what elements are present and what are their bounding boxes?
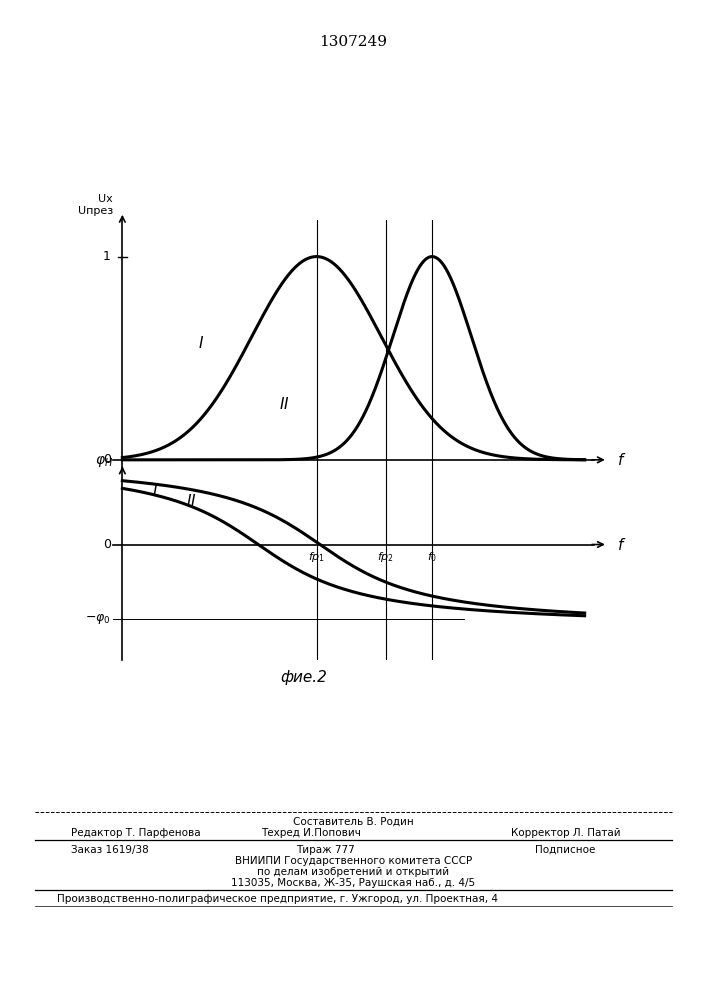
Text: Ux
Uпрез: Ux Uпрез xyxy=(78,194,113,216)
Text: Составитель В. Родин: Составитель В. Родин xyxy=(293,817,414,827)
Text: Производственно-полиграфическое предприятие, г. Ужгород, ул. Проектная, 4: Производственно-полиграфическое предприя… xyxy=(57,894,498,904)
Text: $fp_2$: $fp_2$ xyxy=(378,476,395,490)
Text: $II$: $II$ xyxy=(279,396,289,412)
Text: $fp_1$: $fp_1$ xyxy=(308,550,325,564)
Text: $f_0$: $f_0$ xyxy=(427,476,437,490)
Text: $-\varphi_0$: $-\varphi_0$ xyxy=(85,612,111,626)
Text: Корректор Л. Патай: Корректор Л. Патай xyxy=(510,828,621,838)
Text: $fp_2$: $fp_2$ xyxy=(378,550,395,564)
Text: 113035, Москва, Ж-35, Раушская наб., д. 4/5: 113035, Москва, Ж-35, Раушская наб., д. … xyxy=(231,878,476,888)
Text: Редактор Т. Парфенова: Редактор Т. Парфенова xyxy=(71,828,200,838)
Text: $II$: $II$ xyxy=(187,493,197,509)
Text: Заказ 1619/38: Заказ 1619/38 xyxy=(71,845,148,855)
Text: 0: 0 xyxy=(103,453,111,466)
Text: $\varphi_H$: $\varphi_H$ xyxy=(95,454,113,469)
Text: 0: 0 xyxy=(103,538,111,551)
Text: $I$: $I$ xyxy=(198,335,204,351)
Text: $I$: $I$ xyxy=(152,483,158,499)
Text: Техред И.Попович: Техред И.Попович xyxy=(261,828,361,838)
Text: $f_0$: $f_0$ xyxy=(427,550,437,564)
Text: Подписное: Подписное xyxy=(535,845,596,855)
Text: $fp_1$: $fp_1$ xyxy=(308,476,325,490)
Text: Тираж 777: Тираж 777 xyxy=(296,845,355,855)
Text: фие.2: фие.2 xyxy=(281,670,327,685)
Text: 1307249: 1307249 xyxy=(320,35,387,49)
Text: ВНИИПИ Государственного комитета СССР: ВНИИПИ Государственного комитета СССР xyxy=(235,856,472,866)
Text: $f$: $f$ xyxy=(617,452,626,468)
Text: 1: 1 xyxy=(103,250,111,263)
Text: по делам изобретений и открытий: по делам изобретений и открытий xyxy=(257,867,450,877)
Text: $f$: $f$ xyxy=(617,537,626,553)
